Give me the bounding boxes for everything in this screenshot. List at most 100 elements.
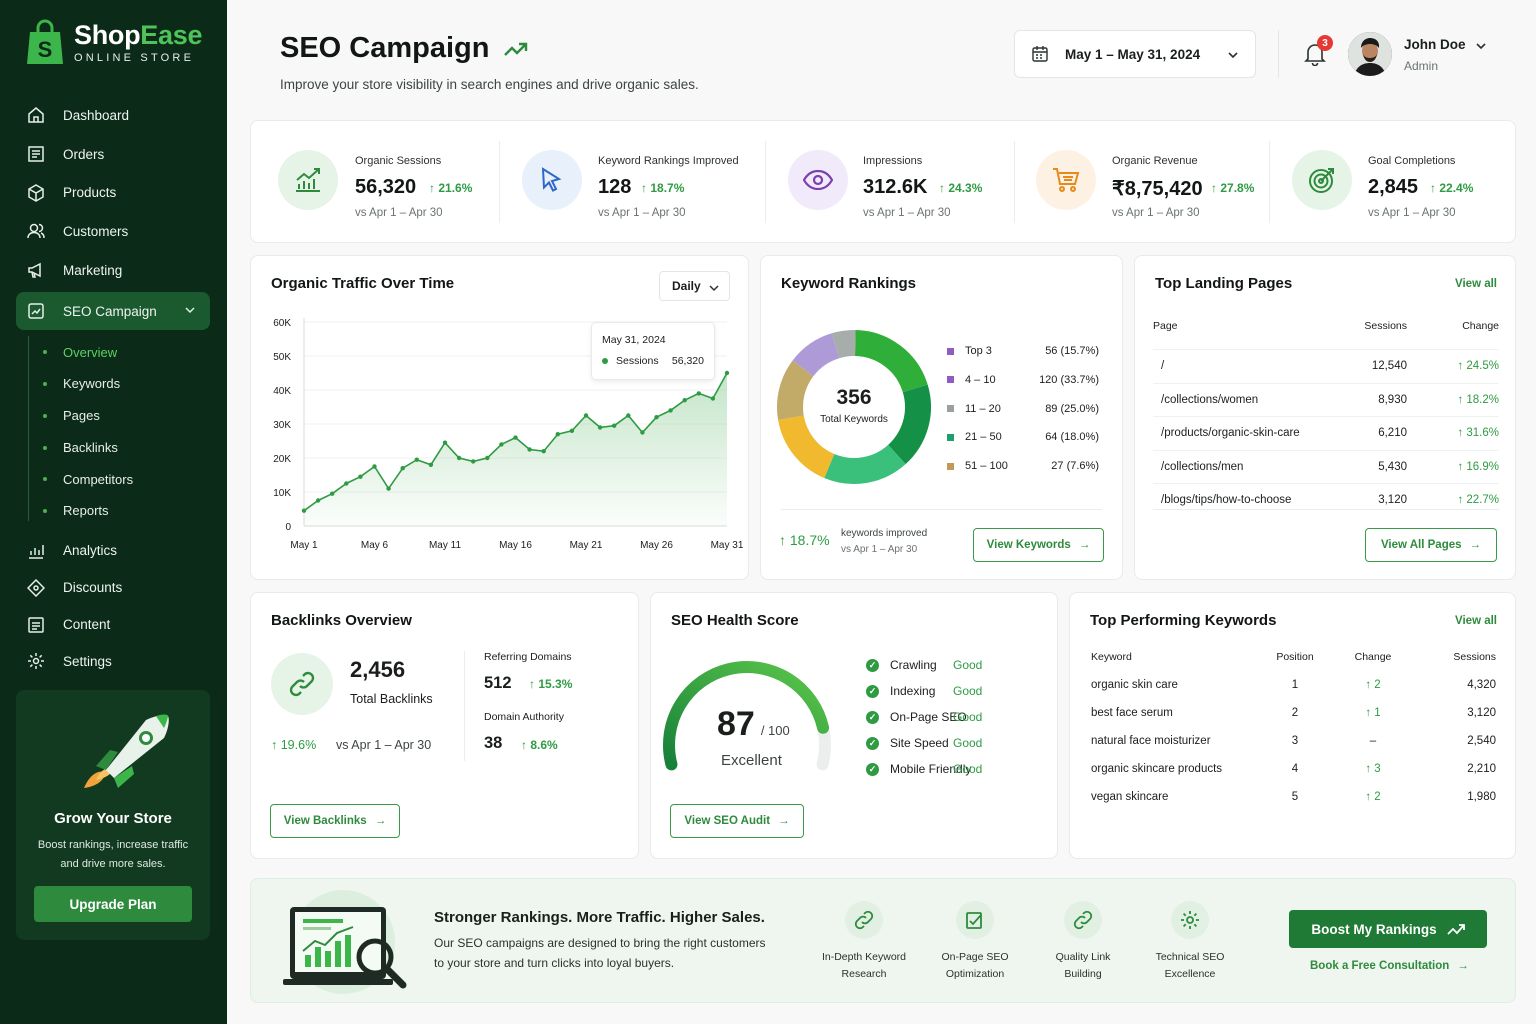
date-range-picker[interactable]: May 1 – May 31, 2024 [1014,30,1256,78]
data-point[interactable] [386,486,391,491]
page-path[interactable]: /collections/men [1161,460,1244,473]
table-row[interactable]: / 12,540 ↑ 24.5% [1153,349,1499,382]
data-point[interactable] [668,408,673,413]
data-point[interactable] [315,498,321,503]
view-all-link[interactable]: View all [1455,278,1497,290]
donut-segment[interactable] [778,414,835,479]
subnav-item-overview[interactable]: Overview [16,336,210,368]
data-point[interactable] [612,423,617,428]
sidebar-item-customers[interactable]: Customers [16,212,210,251]
brand-name-a: Shop [74,20,141,50]
donut-segment[interactable] [777,360,814,420]
referring-domains-change-value: 15.3% [538,677,573,691]
keyword-text[interactable]: organic skin care [1091,679,1178,691]
arrow-right-icon: → [1469,539,1482,551]
data-point[interactable] [527,447,532,452]
subnav-item-backlinks[interactable]: Backlinks [16,432,210,464]
brand-name-b: Ease [140,20,203,50]
data-point[interactable] [555,432,560,437]
data-point[interactable] [626,413,631,418]
data-point[interactable] [640,430,645,435]
data-point[interactable] [724,370,730,376]
keyword-text[interactable]: best face serum [1091,707,1173,719]
calendar-icon [1032,46,1048,62]
data-point[interactable] [414,457,419,462]
page-path[interactable]: /blogs/tips/how-to-choose [1161,494,1292,507]
table-row[interactable]: /blogs/tips/how-to-choose 3,120 ↑ 22.7% [1153,483,1499,516]
data-point[interactable] [344,481,349,486]
data-point[interactable] [358,474,363,479]
data-point[interactable] [569,428,575,433]
data-point[interactable] [654,415,659,420]
keyword-text[interactable]: natural face moisturizer [1091,735,1211,747]
table-row[interactable]: vegan skincare 5 ↑ 2 1,980 [1070,791,1517,811]
stats-card: Organic Sessions 56,320 ↑ 21.6% vs Apr 1… [250,120,1516,243]
page-path[interactable]: / [1161,360,1165,372]
page-path[interactable]: /collections/women [1161,393,1259,406]
table-row[interactable]: /collections/men 5,430 ↑ 16.9% [1153,449,1499,483]
upgrade-plan-button[interactable]: Upgrade Plan [34,886,192,922]
data-point[interactable] [485,455,490,461]
data-point[interactable] [400,466,405,471]
data-point[interactable] [330,491,335,496]
sidebar-item-products[interactable]: Products [16,173,210,212]
chevron-down-icon[interactable] [184,304,196,316]
sidebar-item-seo-campaign[interactable]: SEO Campaign [16,292,210,331]
data-point[interactable] [456,455,462,461]
stat-divider [1014,141,1015,223]
donut-segment[interactable] [792,333,840,377]
sidebar-item-content[interactable]: Content [16,606,210,643]
sidebar-item-marketing[interactable]: Marketing [16,251,210,290]
data-point[interactable] [513,435,518,440]
data-point[interactable] [428,462,434,467]
sidebar-item-settings[interactable]: Settings [16,643,210,680]
logo[interactable]: S ShopEase ONLINE STORE [24,18,202,66]
donut-segment[interactable] [831,330,856,359]
data-point[interactable] [471,459,476,464]
data-point[interactable] [597,425,603,430]
subnav-item-pages[interactable]: Pages [16,400,210,432]
sidebar-item-analytics[interactable]: Analytics [16,533,210,570]
chevron-down-icon[interactable] [1475,40,1487,52]
subnav-item-competitors[interactable]: Competitors [16,463,210,495]
table-row[interactable]: natural face moisturizer 3 – 2,540 [1070,735,1517,755]
boost-rankings-button[interactable]: Boost My Rankings [1289,910,1487,948]
view-seo-audit-button[interactable]: View SEO Audit → [670,804,804,838]
sidebar-item-orders[interactable]: Orders [16,135,210,174]
avatar[interactable] [1348,32,1392,76]
view-backlinks-button[interactable]: View Backlinks → [270,804,400,838]
data-point[interactable] [541,449,546,454]
data-point[interactable] [682,398,687,403]
sidebar-item-label: Orders [63,146,105,162]
user-name[interactable]: John Doe [1404,37,1466,52]
data-point[interactable] [442,440,448,445]
page-path[interactable]: /products/organic-skin-care [1161,427,1300,440]
health-check-label: Mobile Friendly [890,762,972,776]
keyword-text[interactable]: vegan skincare [1091,791,1169,803]
data-point[interactable] [301,508,307,513]
view-all-pages-button[interactable]: View All Pages → [1365,528,1497,562]
granularity-select[interactable]: Daily [659,271,730,301]
subnav-item-keywords[interactable]: Keywords [16,368,210,400]
donut-segment[interactable] [824,444,906,484]
keyword-position: 1 [1291,679,1299,691]
table-row[interactable]: organic skin care 1 ↑ 2 4,320 [1070,679,1517,699]
table-row[interactable]: /products/organic-skin-care 6,210 ↑ 31.6% [1153,416,1499,449]
sidebar-item-discounts[interactable]: Discounts [16,569,210,606]
subnav-item-reports[interactable]: Reports [16,495,210,527]
data-point[interactable] [583,413,589,418]
data-point[interactable] [710,396,716,401]
table-row[interactable]: best face serum 2 ↑ 1 3,120 [1070,707,1517,727]
keyword-text[interactable]: organic skincare products [1091,763,1223,775]
table-row[interactable]: /collections/women 8,930 ↑ 18.2% [1153,382,1499,416]
book-consultation-link[interactable]: Book a Free Consultation → [1310,960,1469,972]
data-point[interactable] [499,442,504,447]
data-point[interactable] [696,391,701,396]
table-row[interactable]: organic skincare products 4 ↑ 3 2,210 [1070,763,1517,783]
donut-segment[interactable] [887,384,931,465]
view-keywords-button[interactable]: View Keywords → [973,528,1104,562]
view-all-link[interactable]: View all [1455,615,1497,627]
sidebar-item-dashboard[interactable]: Dashboard [16,96,210,135]
data-point[interactable] [372,464,377,469]
donut-segment[interactable] [854,330,928,393]
